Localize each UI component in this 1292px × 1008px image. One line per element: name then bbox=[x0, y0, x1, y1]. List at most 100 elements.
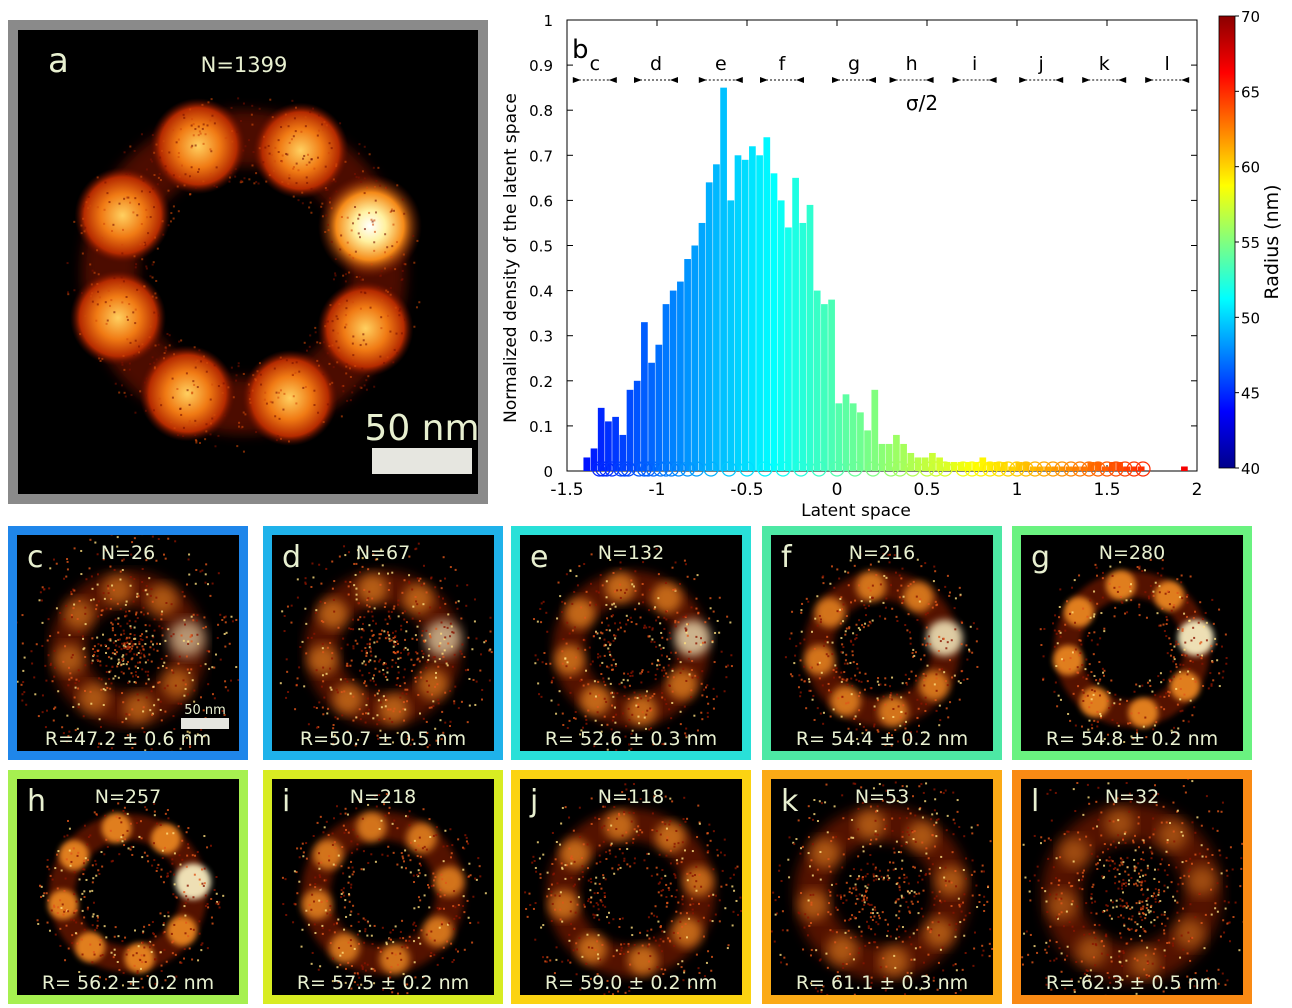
region-arrow-left bbox=[760, 77, 768, 83]
ring-blob bbox=[317, 280, 414, 377]
sample-marker bbox=[1063, 461, 1079, 477]
sample-markers bbox=[591, 461, 1151, 477]
panel-letter: h bbox=[27, 784, 46, 819]
histogram-bar bbox=[1044, 466, 1051, 471]
panel-radius: R= 61.1 ± 0.3 nm bbox=[796, 972, 968, 994]
histogram-bar bbox=[590, 448, 598, 471]
colorbar-tick-label: 40 bbox=[1241, 460, 1260, 478]
histogram-bar bbox=[993, 461, 1001, 471]
panel-letter: j bbox=[529, 784, 538, 819]
ring-blob bbox=[626, 695, 657, 726]
region-arrow-right bbox=[734, 77, 743, 83]
region-letter: h bbox=[906, 53, 918, 75]
ring-blob bbox=[1059, 837, 1090, 868]
sample-marker bbox=[775, 461, 791, 477]
histogram-bar bbox=[893, 434, 900, 471]
panel-radius: R= 54.4 ± 0.2 nm bbox=[796, 728, 968, 750]
histogram-bar bbox=[655, 344, 663, 471]
sample-marker bbox=[613, 461, 629, 477]
ring-blob bbox=[1157, 820, 1188, 851]
histogram-bar bbox=[900, 443, 907, 471]
ring-blob bbox=[434, 866, 465, 897]
sample-marker bbox=[620, 461, 636, 477]
colorbar: 40 45 50 55 60 65 70 bbox=[1218, 8, 1260, 478]
ring-blob bbox=[580, 685, 611, 716]
panel-radius: R= 54.8 ± 0.2 nm bbox=[1046, 728, 1218, 750]
sample-marker bbox=[1081, 461, 1097, 477]
region-letter: c bbox=[590, 53, 600, 75]
y-tick-label: 0.5 bbox=[529, 238, 553, 256]
ring-blob bbox=[554, 644, 585, 675]
histogram-bar bbox=[1037, 466, 1044, 471]
ring bbox=[17, 535, 239, 751]
histogram-bar bbox=[871, 389, 879, 471]
histogram-bar bbox=[1087, 461, 1095, 471]
histogram-bar bbox=[979, 457, 987, 471]
ring-blob bbox=[879, 946, 910, 977]
ring-blob bbox=[70, 269, 167, 366]
ring-blob bbox=[827, 935, 858, 966]
histogram-bar bbox=[792, 177, 799, 471]
histogram-bar bbox=[597, 407, 605, 471]
ring bbox=[533, 547, 733, 751]
ring-blob bbox=[139, 345, 236, 442]
histogram-bar bbox=[713, 164, 720, 471]
region-arrow-right bbox=[608, 77, 617, 83]
sample-marker bbox=[811, 461, 827, 477]
histogram-bar bbox=[662, 304, 670, 471]
panel-radius: R= 52.6 ± 0.3 nm bbox=[545, 728, 717, 750]
histogram-bar bbox=[756, 155, 763, 472]
sigma-label: σ/2 bbox=[906, 91, 938, 115]
panel-image: i N=218 R= 57.5 ± 0.2 nm bbox=[281, 784, 487, 995]
region-letter: k bbox=[1099, 53, 1110, 75]
panel-image: d N=67 R=50.7 ± 0.5 nm bbox=[279, 540, 493, 750]
ring-blob bbox=[903, 581, 934, 612]
ring-blob bbox=[809, 838, 840, 869]
histogram-bar bbox=[835, 403, 843, 471]
ring-blob bbox=[605, 572, 636, 603]
ring-blob bbox=[312, 839, 343, 870]
ring-blob bbox=[1129, 947, 1160, 978]
sample-marker bbox=[703, 461, 719, 477]
panel-image: j N=118 R= 59.0 ± 0.2 nm bbox=[524, 783, 742, 995]
histogram-bars bbox=[583, 87, 1188, 472]
y-tick-label: 0.7 bbox=[529, 147, 553, 165]
histogram-bar bbox=[727, 200, 735, 471]
ring-blob bbox=[53, 644, 84, 675]
ring bbox=[524, 783, 742, 995]
panel-count: N=216 bbox=[849, 542, 915, 564]
sample-marker bbox=[739, 461, 755, 477]
panel-letter: g bbox=[1031, 540, 1050, 575]
ring-blob bbox=[1076, 935, 1107, 966]
histogram-bar bbox=[885, 443, 893, 471]
ring bbox=[784, 553, 979, 747]
colorbar-label: Radius (nm) bbox=[1261, 184, 1283, 299]
sample-marker bbox=[892, 461, 908, 477]
colorbar-scale bbox=[1218, 15, 1236, 469]
histogram-bar bbox=[583, 457, 591, 471]
panel-letter: k bbox=[781, 784, 799, 819]
scalebar-label: 50 nm bbox=[364, 408, 478, 449]
panel-a: a N=1399 50 nm bbox=[8, 20, 488, 504]
panel-letter: e bbox=[530, 540, 548, 575]
ring-blob bbox=[1053, 645, 1084, 676]
histogram-bar bbox=[1080, 466, 1087, 471]
panel-radius: R= 56.2 ± 0.2 nm bbox=[42, 972, 214, 994]
histogram-bar bbox=[1094, 461, 1102, 471]
sample-marker bbox=[604, 461, 620, 477]
sample-marker bbox=[640, 461, 656, 477]
ring-blob bbox=[814, 597, 845, 628]
scalebar bbox=[372, 448, 472, 474]
y-tick-label: 0 bbox=[543, 463, 553, 481]
panel-letter: d bbox=[282, 540, 301, 575]
sample-marker bbox=[1000, 461, 1016, 477]
ring-blob bbox=[150, 823, 181, 854]
ring-blob bbox=[241, 349, 338, 446]
histogram-bar bbox=[1001, 461, 1008, 471]
histogram-bar bbox=[828, 299, 835, 471]
panel-count: N=132 bbox=[598, 542, 664, 564]
sample-marker bbox=[1054, 461, 1070, 477]
x-tick-label: -1.5 bbox=[550, 480, 583, 500]
histogram-bar bbox=[698, 222, 706, 471]
